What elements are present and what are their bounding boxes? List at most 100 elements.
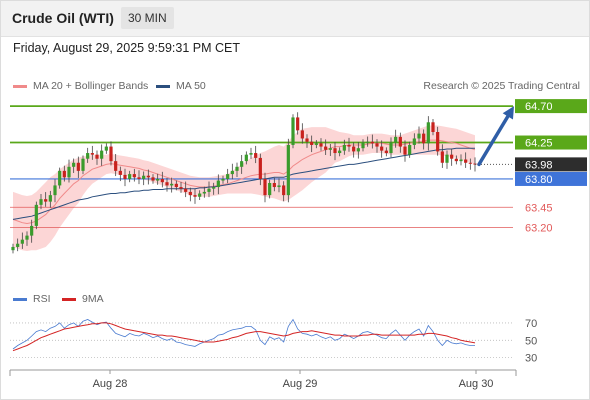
candle-body xyxy=(417,133,421,139)
level-label-63.45: 63.45 xyxy=(525,202,553,214)
candle-body xyxy=(221,178,225,181)
candle-body xyxy=(114,161,118,171)
candle-body xyxy=(310,141,314,145)
candle-body xyxy=(165,182,169,186)
candle-body xyxy=(151,177,155,181)
ma9-swatch xyxy=(62,297,76,301)
candle-body xyxy=(156,178,160,181)
candle-body xyxy=(104,146,108,151)
rsi-panel: 70 50 30 xyxy=(10,318,537,365)
candle-body xyxy=(436,132,440,152)
candle-body xyxy=(109,146,113,162)
candle-body xyxy=(450,154,454,159)
candle-body xyxy=(408,144,412,155)
candle-body xyxy=(412,138,416,145)
candle-body xyxy=(286,144,290,196)
candles xyxy=(11,112,477,254)
legend-9ma-label: 9MA xyxy=(82,293,104,305)
forecast-arrow-head xyxy=(502,106,514,120)
candle-body xyxy=(30,225,34,236)
candle-body xyxy=(193,195,197,197)
legend-9ma: 9MA xyxy=(62,293,104,305)
timestamp: Friday, August 29, 2025 9:59:31 PM CET xyxy=(13,41,240,55)
legend-ma50: MA 50 xyxy=(156,80,206,92)
candle-body xyxy=(268,183,272,196)
candle-body xyxy=(282,185,286,196)
candle-body xyxy=(188,191,192,196)
candle-body xyxy=(426,122,430,144)
candle-body xyxy=(328,148,332,150)
candle-body xyxy=(170,183,174,186)
candle-body xyxy=(34,204,38,226)
candle-body xyxy=(300,130,304,139)
candle-body xyxy=(375,143,379,147)
candle-body xyxy=(216,180,220,188)
time-tick-label: Aug 30 xyxy=(459,378,494,390)
candle-body xyxy=(338,150,342,154)
candle-body xyxy=(95,154,99,159)
ma20-line xyxy=(12,139,476,225)
candle-body xyxy=(277,185,281,188)
level-labels: 64.70 64.25 63.80 63.45 63.20 63.98 xyxy=(515,99,587,235)
candle-body xyxy=(244,154,248,162)
candle-body xyxy=(291,117,295,145)
candle-body xyxy=(25,235,29,240)
candle-body xyxy=(272,183,276,188)
timeframe-badge[interactable]: 30 MIN xyxy=(121,7,174,29)
candle-body xyxy=(48,195,52,202)
research-credit: Research © 2025 Trading Central xyxy=(423,80,580,92)
candle-body xyxy=(352,146,356,152)
rsi-series-9MA xyxy=(12,322,476,352)
candle-body xyxy=(76,162,80,171)
candle-body xyxy=(254,153,258,158)
candle-body xyxy=(394,136,398,143)
level-label-63.80: 63.80 xyxy=(525,174,553,186)
candle-body xyxy=(62,170,66,178)
candle-body xyxy=(468,162,472,164)
candle-body xyxy=(16,243,20,247)
current-price-label: 63.98 xyxy=(525,159,553,171)
candle-body xyxy=(240,161,244,167)
candle-body xyxy=(137,177,141,179)
candle-body xyxy=(258,157,262,179)
candle-body xyxy=(212,187,216,189)
candle-body xyxy=(403,146,407,155)
candle-body xyxy=(90,153,94,155)
forecast-arrow xyxy=(477,106,514,167)
candle-body xyxy=(314,143,318,145)
candle-body xyxy=(459,159,463,162)
level-tag-63.80 xyxy=(515,171,587,186)
rsi-tick-label: 30 xyxy=(525,353,537,365)
candle-body xyxy=(128,174,132,179)
candle-body xyxy=(263,178,267,196)
candle-body xyxy=(398,136,402,147)
candle-body xyxy=(356,148,360,152)
legend-rsi-label: RSI xyxy=(33,293,51,305)
candle-body xyxy=(319,143,323,147)
candle-body xyxy=(39,199,43,205)
candle-body xyxy=(445,154,449,163)
candle-body xyxy=(440,151,444,163)
rsi-tick-label: 70 xyxy=(525,318,537,330)
candle-body xyxy=(380,146,384,151)
candle-body xyxy=(160,178,164,183)
candle-body xyxy=(249,153,253,155)
candle-body xyxy=(202,191,206,194)
legend-ma20-label: MA 20 + Bollinger Bands xyxy=(33,80,149,92)
legend-rsi: RSI xyxy=(13,293,51,305)
candle-body xyxy=(226,174,230,179)
candle-body xyxy=(347,144,351,147)
current-price-tag xyxy=(515,157,587,172)
candle-body xyxy=(142,175,146,179)
candle-body xyxy=(235,166,239,171)
candle-body xyxy=(86,153,90,159)
candle-body xyxy=(11,246,15,251)
candle-body xyxy=(179,187,183,189)
candle-body xyxy=(422,133,426,144)
candle-body xyxy=(132,174,136,178)
candle-body xyxy=(431,122,435,132)
candle-body xyxy=(184,188,188,192)
candle-body xyxy=(454,158,458,162)
bollinger-bands xyxy=(13,125,475,251)
